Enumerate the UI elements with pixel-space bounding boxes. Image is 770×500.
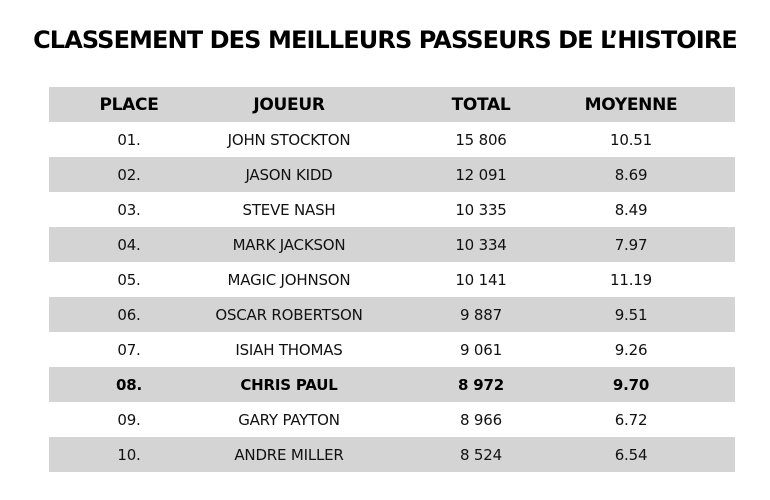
- table-row: 03. STEVE NASH 10 335 8.49: [49, 192, 735, 227]
- place-cell: 01.: [117, 130, 141, 149]
- player-cell: CHRIS PAUL: [240, 375, 338, 394]
- player-cell: JOHN STOCKTON: [227, 130, 351, 149]
- place-cell: 08.: [116, 375, 142, 394]
- place-cell: 05.: [117, 270, 141, 289]
- column-header-total: TOTAL: [451, 94, 511, 115]
- player-cell: ANDRE MILLER: [234, 445, 344, 464]
- player-cell: OSCAR ROBERTSON: [215, 305, 363, 324]
- player-cell: JASON KIDD: [245, 165, 333, 184]
- total-cell: 10 335: [455, 200, 507, 219]
- page-title: CLASSEMENT DES MEILLEURS PASSEURS DE L’H…: [33, 26, 738, 54]
- place-cell: 09.: [117, 410, 141, 429]
- average-cell: 11.19: [610, 270, 652, 289]
- column-header-average: MOYENNE: [584, 94, 678, 115]
- place-cell: 07.: [117, 340, 141, 359]
- total-cell: 10 141: [455, 270, 507, 289]
- place-cell: 06.: [117, 305, 141, 324]
- total-cell: 9 887: [460, 305, 502, 324]
- table-row: 01. JOHN STOCKTON 15 806 10.51: [49, 122, 735, 157]
- average-cell: 6.72: [614, 410, 648, 429]
- place-cell: 04.: [117, 235, 141, 254]
- place-cell: 10.: [117, 445, 141, 464]
- average-cell: 10.51: [610, 130, 652, 149]
- average-cell: 8.69: [614, 165, 648, 184]
- total-cell: 8 966: [460, 410, 502, 429]
- player-cell: GARY PAYTON: [238, 410, 340, 429]
- average-cell: 9.70: [612, 375, 650, 394]
- place-cell: 02.: [117, 165, 141, 184]
- player-cell: MARK JACKSON: [232, 235, 346, 254]
- total-cell: 12 091: [455, 165, 507, 184]
- assists-ranking-table: PLACE JOUEUR TOTAL MOYENNE 01. JOHN STOC…: [49, 87, 735, 472]
- average-cell: 8.49: [614, 200, 648, 219]
- total-cell: 15 806: [455, 130, 507, 149]
- table-row: 05. MAGIC JOHNSON 10 141 11.19: [49, 262, 735, 297]
- table-row: 02. JASON KIDD 12 091 8.69: [49, 157, 735, 192]
- average-cell: 9.26: [614, 340, 648, 359]
- player-cell: MAGIC JOHNSON: [227, 270, 351, 289]
- column-header-place: PLACE: [99, 94, 159, 115]
- average-cell: 7.97: [614, 235, 648, 254]
- average-cell: 6.54: [614, 445, 648, 464]
- player-cell: ISIAH THOMAS: [235, 340, 343, 359]
- place-cell: 03.: [117, 200, 141, 219]
- player-cell: STEVE NASH: [242, 200, 336, 219]
- total-cell: 9 061: [460, 340, 502, 359]
- column-header-player: JOUEUR: [253, 94, 325, 115]
- average-cell: 9.51: [614, 305, 648, 324]
- total-cell: 10 334: [455, 235, 507, 254]
- table-row: 04. MARK JACKSON 10 334 7.97: [49, 227, 735, 262]
- table-header-row: PLACE JOUEUR TOTAL MOYENNE: [49, 87, 735, 122]
- table-row: 07. ISIAH THOMAS 9 061 9.26: [49, 332, 735, 367]
- table-row: 06. OSCAR ROBERTSON 9 887 9.51: [49, 297, 735, 332]
- table-row-highlighted: 08. CHRIS PAUL 8 972 9.70: [49, 367, 735, 402]
- total-cell: 8 972: [458, 375, 504, 394]
- table-row: 09. GARY PAYTON 8 966 6.72: [49, 402, 735, 437]
- total-cell: 8 524: [460, 445, 502, 464]
- table-row: 10. ANDRE MILLER 8 524 6.54: [49, 437, 735, 472]
